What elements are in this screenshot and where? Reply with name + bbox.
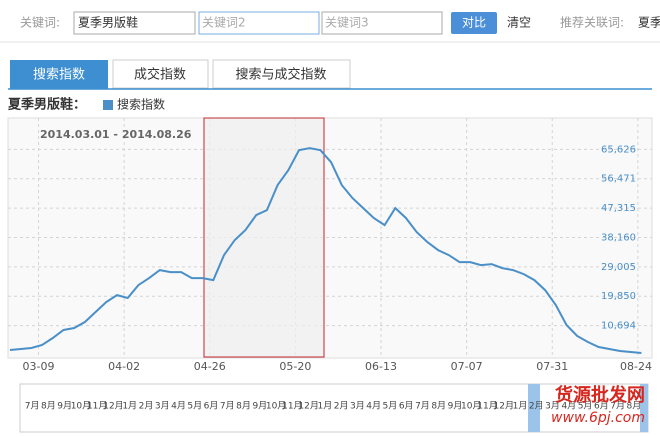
- navigator-label: 10月: [71, 401, 91, 412]
- chart-title: 夏季男版鞋：: [7, 97, 86, 113]
- navigator-label: 7月: [610, 401, 625, 412]
- y-tick-label: 47,315: [601, 203, 636, 214]
- legend-label: 搜索指数: [117, 97, 165, 112]
- x-tick-label: 04-26: [194, 360, 226, 373]
- recommend-label: 推荐关联词:: [560, 16, 624, 30]
- input-2-placeholder: 关键词2: [202, 16, 246, 30]
- navigator-label: 2月: [139, 401, 154, 412]
- navigator-label: 8月: [431, 401, 446, 412]
- navigator-label: 6月: [399, 401, 414, 412]
- navigator-label: 3月: [155, 401, 170, 412]
- navigator-label: 2月: [334, 401, 349, 412]
- legend-swatch: [103, 100, 113, 110]
- input-3-placeholder: 关键词3: [325, 16, 369, 30]
- input-1[interactable]: [73, 11, 196, 35]
- navigator-label: 4月: [171, 401, 186, 412]
- navigator-label: 7月: [220, 401, 235, 412]
- navigator-label: 6月: [594, 401, 609, 412]
- navigator-label: 4月: [561, 401, 576, 412]
- navigator-label: 5月: [578, 401, 593, 412]
- compare-button-text: 对比: [462, 16, 486, 30]
- navigator-label: 8月: [627, 401, 642, 412]
- input-1-text: 夏季男版鞋: [78, 15, 138, 30]
- y-tick-label: 38,160: [601, 233, 636, 244]
- navigator-label: 3月: [350, 401, 365, 412]
- navigator-label: 4月: [366, 401, 381, 412]
- tab-label: 搜索与成交指数: [235, 67, 326, 83]
- x-tick-label: 07-31: [536, 360, 568, 373]
- tab-label: 搜索指数: [33, 68, 85, 83]
- navigator-label: 7月: [25, 401, 40, 412]
- y-tick-label: 65,626: [601, 144, 636, 155]
- input-2[interactable]: [198, 11, 320, 35]
- y-tick-label: 10,694: [601, 321, 636, 332]
- plot: 10,694 19,850 29,005 38,160 47,315 56,471 65,6…: [9, 144, 642, 354]
- navigator-handle[interactable]: [528, 384, 540, 432]
- navigator-label: 9月: [57, 401, 72, 412]
- navigator-label: 12月: [103, 401, 123, 412]
- navigator-label: 7月: [415, 401, 430, 412]
- navigator-label: 9月: [252, 401, 267, 412]
- navigator-label: 1月: [318, 401, 333, 412]
- navigator-label: 8月: [236, 401, 251, 412]
- navigator-label: 10月: [461, 401, 481, 412]
- x-tick-label: 07-07: [451, 360, 483, 373]
- navigator-label: 5月: [383, 401, 398, 412]
- navigator-label: 11月: [87, 401, 107, 412]
- navigator-label: 12月: [494, 401, 514, 412]
- navigator-label: 6月: [204, 401, 219, 412]
- series-line: [9, 147, 642, 354]
- y-tick-label: 56,471: [601, 174, 636, 185]
- x-tick-label: 08-24: [620, 360, 652, 373]
- tab-label: 成交指数: [134, 67, 186, 83]
- navigator-handle[interactable]: [640, 384, 648, 432]
- x-tick-label: 05-20: [279, 360, 311, 373]
- x-tick-label: 04-02: [108, 360, 140, 373]
- x-tick-label: 06-13: [365, 360, 397, 373]
- x-tick-label: 03-09: [23, 360, 55, 373]
- navigator-label: 3月: [545, 401, 560, 412]
- y-tick-label: 29,005: [601, 262, 636, 273]
- navigator-label: 12月: [298, 401, 318, 412]
- navigator-label: 5月: [187, 401, 202, 412]
- navigator-label: 11月: [477, 401, 497, 412]
- keyword-label: 关键词:: [20, 16, 60, 30]
- recommend-word[interactable]: 夏季: [638, 16, 660, 30]
- navigator-label: 11月: [282, 401, 302, 412]
- clear-link[interactable]: 清空: [507, 16, 531, 30]
- navigator-label: 10月: [266, 401, 286, 412]
- tab[interactable]: [212, 59, 351, 89]
- watermark: 货源批发网: [555, 384, 645, 406]
- navigator-label: 9月: [448, 401, 463, 412]
- tab-active[interactable]: [10, 60, 108, 89]
- navigator-label: 2月: [529, 401, 544, 412]
- navigator-label: 1月: [122, 401, 137, 412]
- navigator-label: 1月: [513, 401, 528, 412]
- watermark-url: www.6pj.com: [551, 410, 645, 426]
- selection-box[interactable]: [203, 117, 325, 358]
- navigator[interactable]: [19, 383, 649, 433]
- input-3[interactable]: [321, 11, 443, 35]
- compare-button[interactable]: [451, 12, 497, 34]
- y-tick-label: 19,850: [601, 291, 636, 302]
- tab[interactable]: [112, 59, 209, 89]
- navigator-label: 8月: [41, 401, 56, 412]
- date-range: 2014.03.01 - 2014.08.26: [40, 128, 192, 141]
